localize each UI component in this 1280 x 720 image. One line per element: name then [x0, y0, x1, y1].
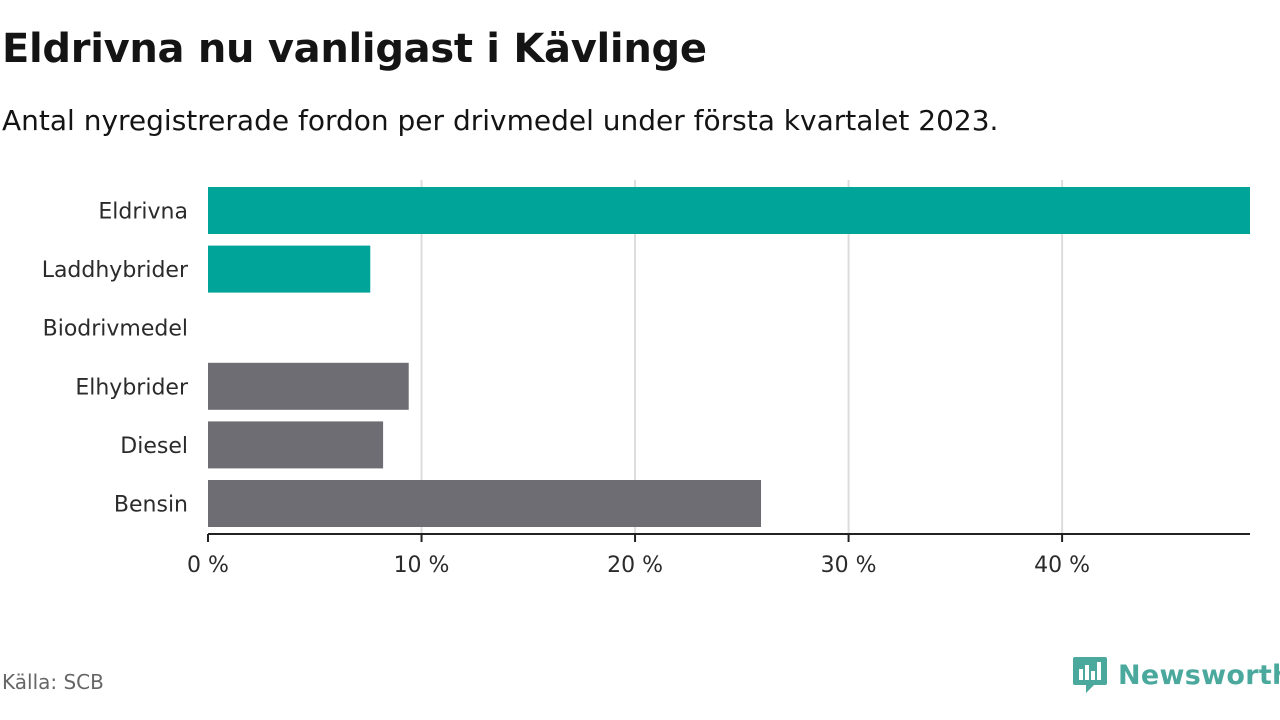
chart-subtitle: Antal nyregistrerade fordon per drivmede…: [2, 104, 999, 137]
newsworthy-chart-bubble-icon: [1073, 657, 1107, 693]
source-note: Källa: SCB: [2, 670, 104, 694]
x-tick-label: 0 %: [187, 553, 229, 578]
category-label: Biodrivmedel: [43, 317, 188, 342]
x-tick-label: 20 %: [607, 553, 663, 578]
bar: [208, 187, 1250, 234]
category-label: Laddhybrider: [42, 258, 189, 283]
chart-title: Eldrivna nu vanligast i Kävlinge: [2, 26, 707, 72]
category-label: Diesel: [120, 434, 188, 459]
x-tick-label: 40 %: [1034, 553, 1090, 578]
x-tick-label: 30 %: [821, 553, 877, 578]
category-label: Eldrivna: [98, 200, 188, 225]
brand-logo: Newsworthy: [1072, 655, 1280, 695]
bar: [208, 362, 409, 410]
bar: [208, 421, 384, 469]
category-label: Elhybrider: [75, 375, 189, 400]
bar-chart: Eldrivna Laddhybrider Biodrivmedel Elhybrid…: [42, 180, 1250, 578]
bar: [208, 480, 762, 527]
x-tick-label: 10 %: [394, 553, 450, 578]
brand-name: Newsworthy: [1118, 659, 1280, 691]
category-label: Bensin: [114, 493, 188, 518]
bar: [208, 245, 371, 293]
